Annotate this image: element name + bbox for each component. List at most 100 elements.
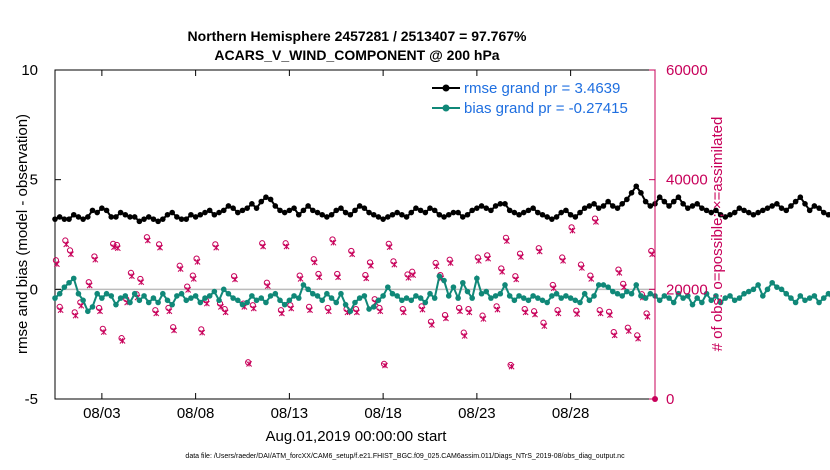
bias-point <box>80 297 86 304</box>
rmse-point <box>403 214 410 220</box>
obs-assimilated-point <box>635 335 642 342</box>
bias-point <box>75 290 82 297</box>
rmse-point <box>591 200 597 207</box>
bias-point <box>178 290 185 297</box>
bias-point <box>802 297 808 304</box>
bias-point <box>230 295 236 301</box>
bias-point <box>539 297 546 304</box>
obs-assimilated-point <box>92 256 99 263</box>
obs-assimilated-point <box>447 260 454 266</box>
bias-point <box>694 295 700 301</box>
obs-assimilated-point <box>560 257 567 264</box>
bias-point <box>174 293 180 299</box>
rmse-point <box>394 209 400 216</box>
bias-point <box>577 299 583 306</box>
rmse-point <box>85 214 91 220</box>
rmse-point <box>619 200 625 207</box>
obs-assimilated-point <box>644 313 651 320</box>
bias-point <box>356 295 363 301</box>
bias-point <box>727 293 733 299</box>
obs-assimilated-point <box>330 239 337 246</box>
rmse-point <box>281 209 288 216</box>
rmse-point <box>797 194 804 201</box>
bias-point <box>99 295 105 301</box>
rmse-point <box>169 209 175 216</box>
obs-assimilated-point <box>532 311 538 318</box>
rmse-point <box>366 209 372 216</box>
obs-assimilated-point <box>63 241 70 248</box>
rmse-point <box>502 200 508 207</box>
rmse-point <box>774 200 780 207</box>
rmse-point <box>699 205 705 211</box>
rmse-point <box>89 207 96 214</box>
rmse-point <box>197 211 204 218</box>
rmse-point <box>464 211 471 218</box>
rmse-point <box>703 207 710 214</box>
rmse-point <box>131 214 138 220</box>
rmse-point <box>792 198 799 205</box>
rmse-point <box>70 211 77 218</box>
bias-point <box>277 297 283 304</box>
obs-assimilated-point <box>53 261 60 268</box>
rmse-point <box>614 205 621 211</box>
rmse-point <box>586 203 593 209</box>
x-tick-label: 08/23 <box>458 405 496 422</box>
rmse-point <box>488 207 494 214</box>
rmse-point <box>760 207 766 214</box>
rmse-point <box>769 203 775 209</box>
bias-point <box>333 299 340 306</box>
bias-point <box>497 290 504 297</box>
rmse-point <box>122 211 129 218</box>
bias-point <box>436 273 443 279</box>
obs-assimilated-point <box>288 305 295 312</box>
bias-point <box>300 282 307 288</box>
rmse-point <box>497 200 504 207</box>
rmse-point <box>581 205 588 211</box>
bias-point <box>202 295 208 301</box>
obs-assimilated-point <box>67 251 74 258</box>
legend-bias-marker <box>442 104 450 112</box>
bias-point <box>314 293 321 299</box>
obs-assimilated-point <box>386 244 393 251</box>
rmse-point <box>520 209 527 216</box>
rmse-point <box>127 214 133 220</box>
y2-tick-label: 20000 <box>666 281 708 298</box>
bias-point <box>188 295 194 301</box>
rmse-point <box>750 211 757 218</box>
rmse-point <box>267 196 274 203</box>
obs-assimilated-point <box>128 273 135 280</box>
bias-point <box>806 295 813 301</box>
bias-point <box>141 293 147 299</box>
bias-point <box>85 308 91 315</box>
bias-point <box>825 290 830 297</box>
legend-rmse-marker <box>442 84 450 92</box>
obs-assimilated-point <box>57 307 64 314</box>
bias-point <box>272 290 279 297</box>
y2-tick-label: 60000 <box>666 62 708 79</box>
obs-assimilated-point <box>428 322 435 328</box>
bias-point <box>478 290 485 297</box>
bias-point <box>689 301 696 308</box>
rmse-point <box>764 205 771 211</box>
obs-assimilated-point <box>78 302 85 309</box>
bias-point <box>558 295 565 301</box>
obs-assimilated-point <box>119 337 126 344</box>
obs-assimilated-point <box>97 308 103 315</box>
rmse-point <box>778 205 785 211</box>
obs-assimilated-point <box>461 332 468 339</box>
bias-point <box>385 284 391 290</box>
bias-point <box>239 301 246 308</box>
obs-assimilated-point <box>283 243 290 250</box>
bias-point <box>633 282 640 288</box>
bias-point <box>253 297 260 304</box>
bias-point <box>464 288 471 295</box>
bias-point <box>220 286 227 293</box>
bias-point <box>164 297 171 304</box>
bias-point <box>783 290 790 297</box>
bias-point <box>520 295 527 301</box>
rmse-point <box>595 205 602 211</box>
bias-point <box>56 290 63 297</box>
obs-assimilated-point <box>250 305 257 312</box>
obs-assimilated-point <box>232 276 238 283</box>
rmse-point <box>539 211 546 218</box>
